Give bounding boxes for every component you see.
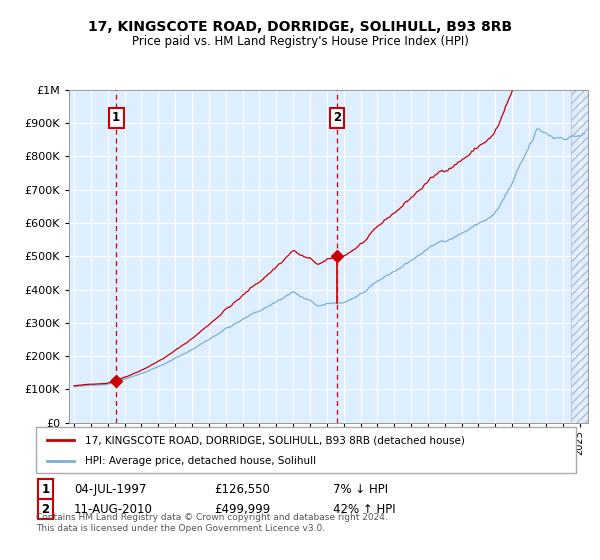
Text: HPI: Average price, detached house, Solihull: HPI: Average price, detached house, Soli… [85,456,316,466]
FancyBboxPatch shape [36,427,576,473]
Text: 17, KINGSCOTE ROAD, DORRIDGE, SOLIHULL, B93 8RB (detached house): 17, KINGSCOTE ROAD, DORRIDGE, SOLIHULL, … [85,435,464,445]
Text: 2: 2 [333,111,341,124]
Text: 1: 1 [112,111,120,124]
Text: 42% ↑ HPI: 42% ↑ HPI [333,503,395,516]
Text: 1: 1 [41,483,50,496]
Text: Price paid vs. HM Land Registry's House Price Index (HPI): Price paid vs. HM Land Registry's House … [131,35,469,48]
Text: 17, KINGSCOTE ROAD, DORRIDGE, SOLIHULL, B93 8RB: 17, KINGSCOTE ROAD, DORRIDGE, SOLIHULL, … [88,20,512,34]
Text: 04-JUL-1997: 04-JUL-1997 [74,483,146,496]
Text: 2: 2 [41,503,50,516]
Text: 7% ↓ HPI: 7% ↓ HPI [333,483,388,496]
Text: £499,999: £499,999 [214,503,271,516]
Text: £126,550: £126,550 [214,483,270,496]
Text: Contains HM Land Registry data © Crown copyright and database right 2024.
This d: Contains HM Land Registry data © Crown c… [36,514,388,533]
Text: 11-AUG-2010: 11-AUG-2010 [74,503,152,516]
